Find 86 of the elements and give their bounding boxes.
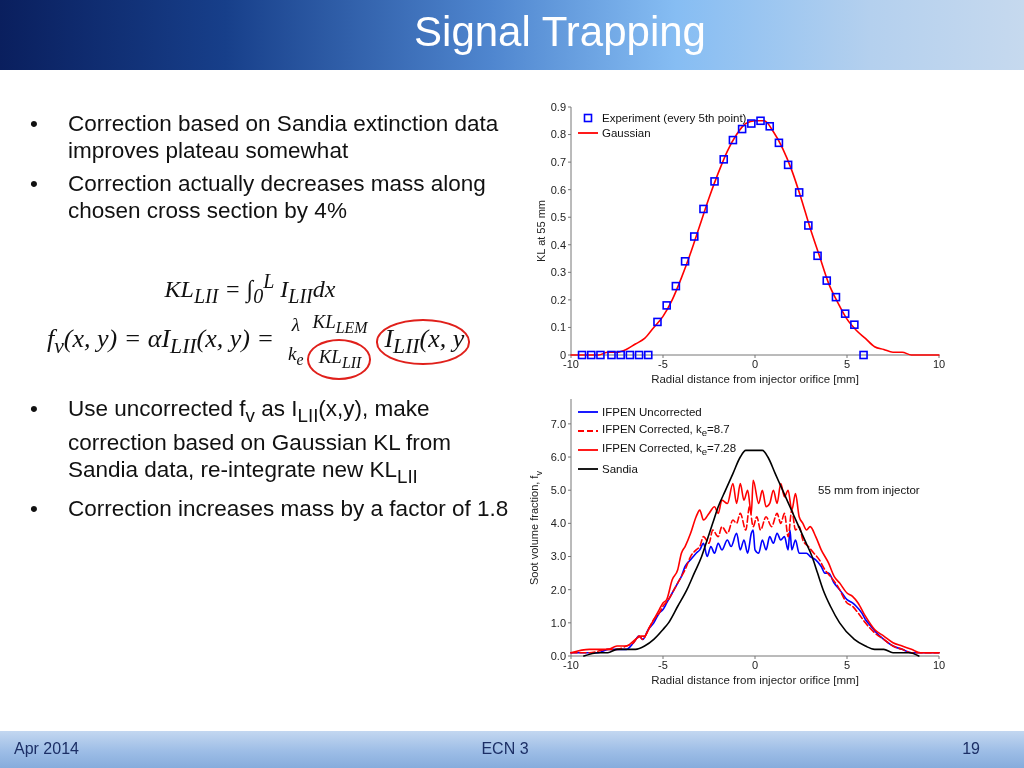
point <box>794 188 804 197</box>
text: Apr 2014 <box>14 740 79 758</box>
text: Correction actually decreases mass along chosen cross section by 4% <box>68 170 487 224</box>
y-tick-label: 0.7 <box>550 156 566 169</box>
legend-label: IFPEN Corrected, k$_{e}$=7.28 <box>602 441 737 458</box>
y-tick-label: 0.5 <box>550 211 566 224</box>
point <box>625 350 635 360</box>
legend-label: Gaussian <box>602 126 651 139</box>
point <box>859 350 868 360</box>
point <box>737 124 747 134</box>
point <box>728 135 738 145</box>
x-tick-label: -5 <box>658 658 668 671</box>
point <box>804 221 813 230</box>
y-tick-label: 0.9 <box>550 100 566 113</box>
point <box>643 350 653 360</box>
x-tick-label: 5 <box>843 658 851 671</box>
point <box>680 257 690 266</box>
y-tick-label: 3.0 <box>550 550 566 563</box>
text: • <box>30 395 39 423</box>
text: Correction increases mass by a factor of 1.8 <box>68 495 510 522</box>
point <box>756 116 765 126</box>
x-tick-label: -5 <box>658 357 668 370</box>
x-tick-label: 10 <box>932 357 946 370</box>
annotation: 55 mm from injector <box>818 484 920 496</box>
y-tick-label: 0.2 <box>550 293 566 306</box>
text: KL$_{LEM}$ <box>312 310 368 338</box>
text: KL$_{LII}$ = ∫$_{0}$$^{L}$ I$_{LII}$dx <box>163 270 337 308</box>
text: 19 <box>962 740 980 758</box>
point <box>840 309 850 318</box>
point <box>653 317 662 327</box>
text: Signal Trapping <box>413 7 707 57</box>
text: f$_{v}$(x, y) = αI$_{LII}$(x, y) = <box>47 324 275 360</box>
point <box>662 301 671 310</box>
y-tick-label: 0.4 <box>550 238 566 251</box>
text: I$_{LII}$(x, y <box>384 324 465 359</box>
y-axis-title: KL at 55 mm <box>535 200 547 262</box>
y-tick-label: 0.6 <box>550 183 566 196</box>
text: • <box>30 170 39 198</box>
text: ECN 3 <box>480 740 530 758</box>
point <box>586 350 596 360</box>
point <box>689 232 699 241</box>
point <box>607 350 616 360</box>
point <box>813 251 822 261</box>
x-axis-title: Radial distance from injector orifice [mm] <box>650 674 860 686</box>
y-tick-label: 6.0 <box>550 450 566 463</box>
text: • <box>30 495 39 522</box>
point <box>719 155 729 164</box>
x-tick-label: 5 <box>843 357 851 370</box>
point <box>774 138 784 148</box>
legend-label: Experiment (every 5th point) <box>602 111 747 124</box>
y-tick-label: 2.0 <box>550 583 566 596</box>
point <box>710 177 719 186</box>
text: • <box>30 110 39 138</box>
x-tick-label: 0 <box>751 357 759 370</box>
y-tick-label: 5.0 <box>550 484 566 497</box>
point <box>831 292 841 302</box>
text: k$_{e}$ <box>288 343 304 368</box>
point <box>822 276 832 285</box>
y-tick-label: 0.0 <box>550 649 566 662</box>
text: Correction based on Sandia extinction data improves plateau somewhat <box>68 110 500 164</box>
text: λ <box>291 313 300 338</box>
y-tick-label: 1.0 <box>550 616 566 629</box>
point <box>596 350 605 360</box>
y-tick-label: 4.0 <box>550 517 566 530</box>
legend-label: Sandia <box>602 462 638 475</box>
text: KL$_{LII}$ <box>318 346 362 371</box>
x-axis-title: Radial distance from injector orifice [mm] <box>650 373 860 385</box>
y-tick-label: 0.8 <box>550 128 566 141</box>
y-tick-label: 0.3 <box>550 266 566 279</box>
y-tick-label: 7.0 <box>550 417 566 430</box>
x-tick-label: 0 <box>751 658 759 671</box>
point <box>616 350 625 360</box>
text: Use uncorrected f$_{v}$ as I$_{LII}$(x,y), make correction based on Gaussian KL from Sandia data, re-integrate new KL$_{LII}$ <box>68 395 453 488</box>
point <box>850 320 859 329</box>
point <box>747 119 756 128</box>
point <box>671 281 681 291</box>
legend-label: IFPEN Uncorrected <box>602 405 702 418</box>
x-tick-label: 10 <box>932 658 946 671</box>
point <box>699 204 708 214</box>
point <box>783 160 793 170</box>
legend-label: IFPEN Corrected, k$_{e}$=8.7 <box>602 422 730 439</box>
point <box>577 350 587 360</box>
point <box>765 121 775 131</box>
y-tick-label: 0 <box>559 348 566 361</box>
y-tick-label: 0.1 <box>550 321 566 334</box>
point <box>634 350 644 360</box>
